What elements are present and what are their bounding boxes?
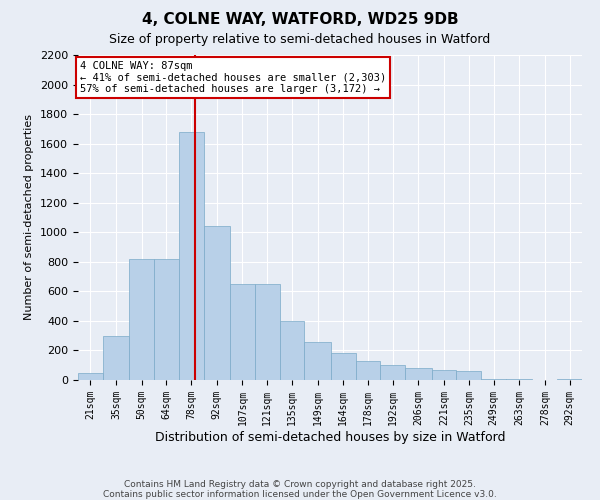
Bar [356, 361, 380, 380]
Bar [331, 354, 356, 380]
Text: 4, COLNE WAY, WATFORD, WD25 9DB: 4, COLNE WAY, WATFORD, WD25 9DB [142, 12, 458, 28]
Bar [78, 372, 103, 380]
Text: Contains public sector information licensed under the Open Government Licence v3: Contains public sector information licen… [103, 490, 497, 499]
Bar [203, 226, 230, 380]
Bar [129, 259, 154, 380]
Bar [431, 370, 457, 380]
X-axis label: Distribution of semi-detached houses by size in Watford: Distribution of semi-detached houses by … [155, 430, 505, 444]
Bar [230, 284, 255, 380]
Text: Contains HM Land Registry data © Crown copyright and database right 2025.: Contains HM Land Registry data © Crown c… [124, 480, 476, 489]
Bar [154, 259, 179, 380]
Bar [457, 371, 481, 380]
Bar [179, 132, 203, 380]
Text: Size of property relative to semi-detached houses in Watford: Size of property relative to semi-detach… [109, 32, 491, 46]
Bar [255, 284, 280, 380]
Bar [481, 378, 506, 380]
Bar [103, 336, 129, 380]
Bar [304, 342, 331, 380]
Bar [405, 368, 431, 380]
Bar [380, 365, 405, 380]
Bar [280, 321, 304, 380]
Text: 4 COLNE WAY: 87sqm
← 41% of semi-detached houses are smaller (2,303)
57% of semi: 4 COLNE WAY: 87sqm ← 41% of semi-detache… [80, 61, 386, 94]
Y-axis label: Number of semi-detached properties: Number of semi-detached properties [25, 114, 34, 320]
